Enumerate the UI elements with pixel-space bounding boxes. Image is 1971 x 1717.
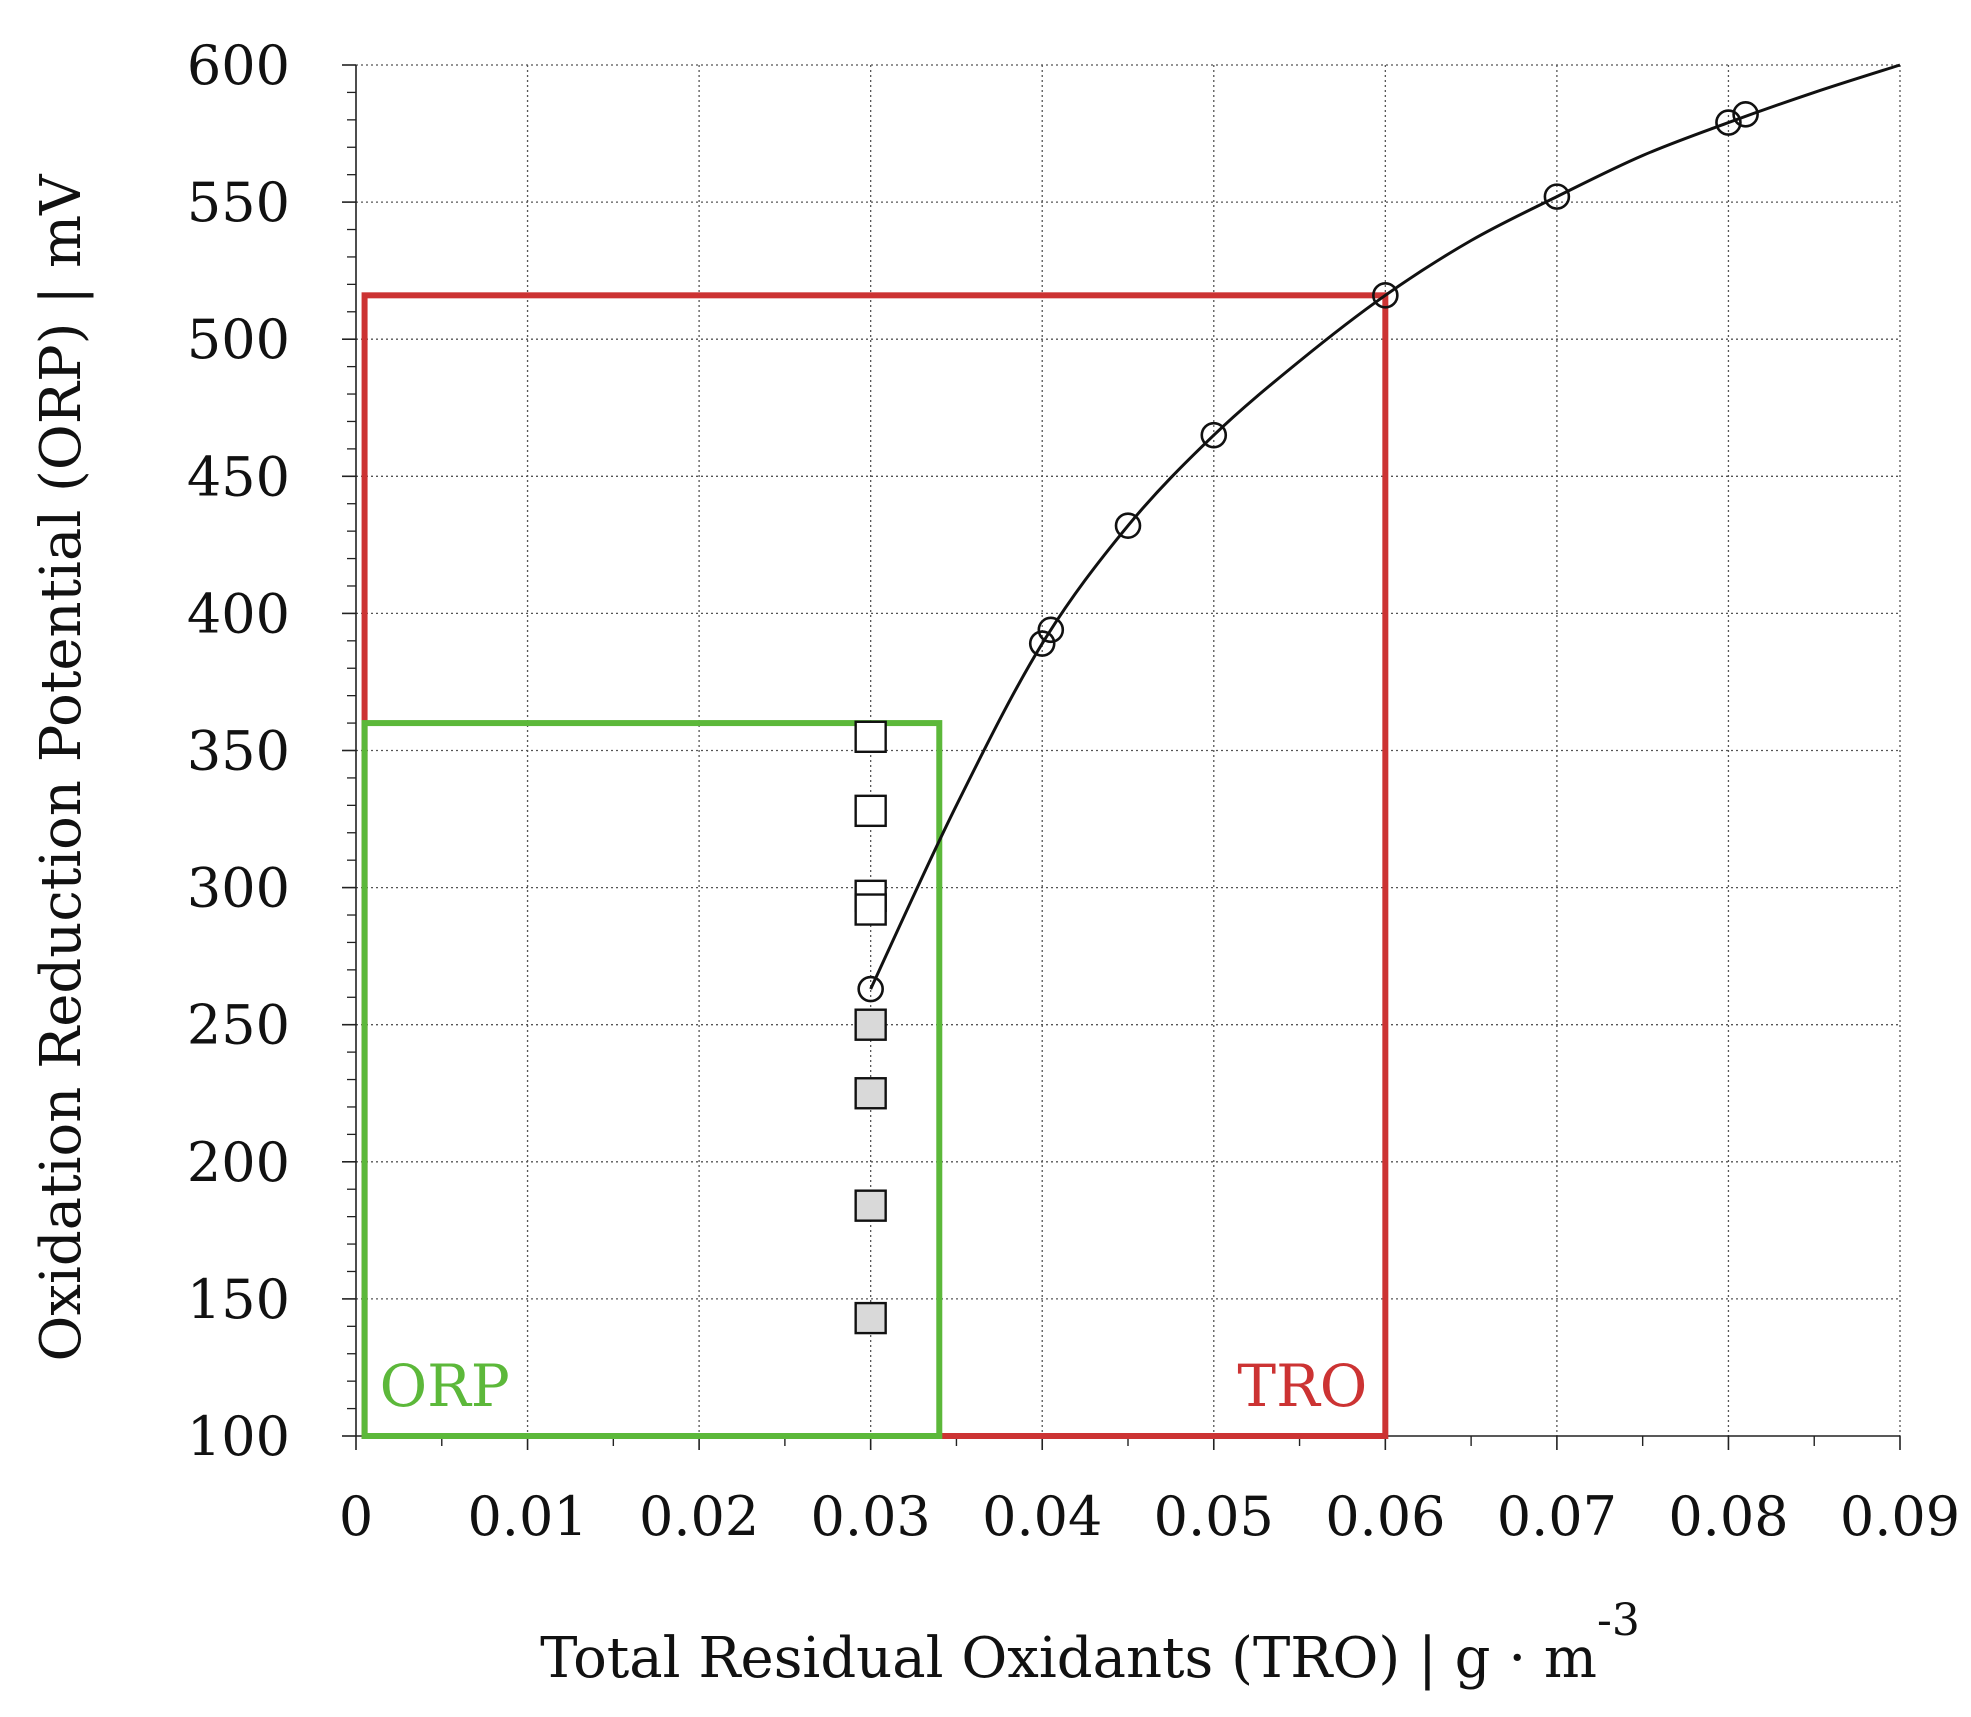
x-tick-label: 0 <box>339 1485 373 1548</box>
x-tick-label: 0.07 <box>1497 1485 1617 1548</box>
gray-square-marker <box>854 1008 887 1041</box>
y-tick-label: 300 <box>187 857 290 920</box>
region-tro-label: TRO <box>1237 1352 1367 1420</box>
gray-square-marker <box>854 1077 887 1110</box>
data-markers <box>854 101 1759 1335</box>
x-tick-label: 0.09 <box>1840 1485 1960 1548</box>
x-tick-label: 0.06 <box>1325 1485 1445 1548</box>
y-tick-label: 600 <box>187 34 290 97</box>
open-square-marker <box>854 893 887 926</box>
x-tick-label: 0.08 <box>1668 1485 1788 1548</box>
y-tick-label: 250 <box>187 994 290 1057</box>
circle-marker <box>857 975 884 1003</box>
y-tick-label: 200 <box>187 1131 290 1194</box>
y-tick-label: 450 <box>187 445 290 508</box>
tick-labels: 0 0.01 0.02 0.03 0.04 0.05 0.06 0.07 0.08 0.09 100… <box>187 34 1960 1548</box>
y-tick-label: 150 <box>187 1268 290 1331</box>
x-tick-label: 0.03 <box>811 1485 931 1548</box>
y-tick-label: 100 <box>187 1405 290 1468</box>
circle-marker <box>1114 512 1142 539</box>
x-tick-label: 0.05 <box>1154 1485 1274 1548</box>
fit-curve <box>869 63 1901 990</box>
x-tick-label: 0.01 <box>467 1485 587 1548</box>
circle-marker <box>1732 101 1759 128</box>
region-orp-box <box>361 720 943 1439</box>
open-square-marker <box>854 720 887 753</box>
y-tick-label: 350 <box>187 720 290 783</box>
y-axis-title: Oxidation Reduction Potential (ORP) | mV <box>29 173 94 1362</box>
x-tick-label: 0.04 <box>982 1485 1102 1548</box>
region-orp-label: ORP <box>380 1352 510 1420</box>
y-tick-label: 500 <box>187 308 290 371</box>
circle-marker <box>1543 183 1571 210</box>
y-tick-label: 400 <box>187 582 290 645</box>
circle-marker <box>1372 282 1399 309</box>
y-tick-label: 550 <box>187 171 290 234</box>
highlight-regions: TRO ORP <box>361 292 1389 1439</box>
circle-marker <box>1715 109 1742 136</box>
circle-marker <box>1028 630 1056 657</box>
gray-square-marker <box>854 1189 887 1222</box>
x-axis-title: Total Residual Oxidants (TRO) | g · m-3 <box>540 1595 1640 1691</box>
circle-marker <box>1200 421 1228 449</box>
fit-curve-group <box>869 63 1901 990</box>
circle-marker <box>1037 616 1065 644</box>
x-tick-label: 0.02 <box>639 1485 759 1548</box>
open-square-marker <box>854 794 887 828</box>
gray-square-marker <box>854 1301 887 1335</box>
